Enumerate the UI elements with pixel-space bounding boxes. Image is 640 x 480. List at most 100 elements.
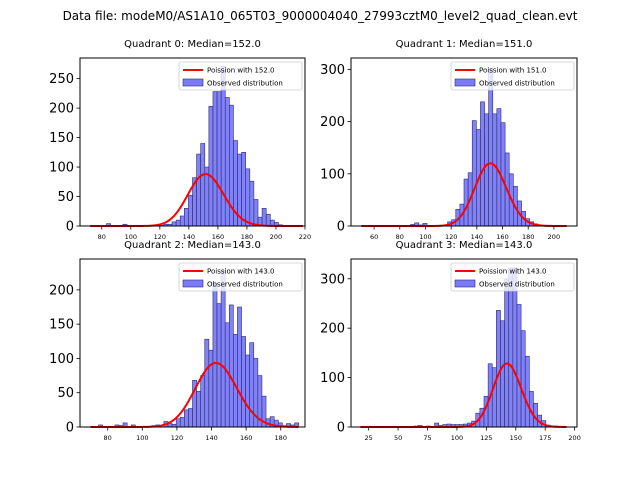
y-tick-label: 50 — [57, 386, 74, 401]
histogram-bar — [220, 270, 226, 428]
histogram-bar — [171, 221, 177, 227]
y-tick-label: 100 — [49, 161, 74, 176]
x-tick-label: 60 — [370, 233, 378, 241]
histogram-bar — [200, 143, 206, 227]
x-tick-label: 150 — [510, 434, 522, 442]
y-tick-label: 200 — [49, 283, 74, 298]
histogram-bar — [520, 330, 526, 428]
x-tick-label: 180 — [241, 233, 253, 241]
y-tick-label: 150 — [49, 318, 74, 333]
histogram-bar — [228, 304, 234, 428]
histogram-bar — [212, 282, 218, 428]
histogram-bar — [516, 304, 522, 428]
legend: Poission with 151.0 Observed distribution — [450, 61, 575, 91]
legend-label-observed: Observed distribution — [479, 80, 555, 88]
y-tick-label: 0 — [337, 421, 345, 436]
y-tick-label: 200 — [49, 102, 74, 117]
subplot-quadrant-1: 60 80 100 120 140 160 180 200 0 100 200 300 Poission… — [320, 57, 578, 241]
histogram-bar — [175, 219, 181, 227]
histogram-bar — [484, 113, 489, 227]
legend-label-poisson: Poission with 143.0 — [207, 268, 275, 276]
x-tick-label: 200 — [548, 233, 560, 241]
y-tick-label: 0 — [337, 220, 345, 235]
histogram-bar — [488, 68, 494, 227]
x-tick-label: 140 — [471, 233, 483, 241]
histogram-bar — [216, 91, 222, 227]
histogram-bar — [200, 375, 206, 428]
x-tick-label: 50 — [394, 434, 402, 442]
histogram-bar — [261, 208, 267, 227]
x-tick-label: 25 — [365, 434, 373, 442]
legend: Poission with 143.0 Observed distribution — [178, 262, 303, 292]
x-tick-label: 80 — [104, 434, 112, 442]
legend-patch-icon — [182, 279, 204, 288]
x-tick-label: 125 — [480, 434, 492, 442]
legend-label-poisson: Poission with 152.0 — [207, 67, 275, 75]
histogram-bar — [265, 213, 271, 227]
histogram-bar — [175, 418, 181, 428]
histogram-bar — [245, 168, 251, 227]
histogram-bar — [179, 215, 185, 227]
histogram-bar — [245, 354, 250, 428]
histogram-bar — [204, 166, 210, 227]
legend: Poission with 143.0 Observed distribution — [450, 262, 575, 292]
y-tick-label: 200 — [320, 322, 345, 337]
y-tick-label: 0 — [66, 421, 74, 436]
y-tick-label: 300 — [320, 63, 345, 78]
histogram-bar — [188, 195, 193, 227]
subplot-title-quadrant-2: Quadrant 2: Median=143.0 — [124, 240, 261, 251]
histogram-bar — [512, 267, 518, 428]
histogram-bar — [524, 356, 530, 428]
x-tick-label: 100 — [451, 434, 463, 442]
histogram-bar — [204, 338, 210, 428]
legend-patch-icon — [182, 78, 204, 87]
y-tick-label: 200 — [320, 115, 345, 130]
y-tick-label: 250 — [49, 72, 74, 87]
axes-frame — [350, 57, 578, 227]
legend-box — [178, 61, 303, 91]
y-tick-label: 0 — [66, 220, 74, 235]
histogram-bar — [179, 417, 185, 428]
x-tick-label: 100 — [125, 233, 137, 241]
legend-box — [178, 262, 303, 292]
axes-frame — [350, 258, 578, 428]
histogram-bar — [184, 208, 189, 227]
legend-label-poisson: Poission with 143.0 — [479, 268, 547, 276]
x-tick-label: 120 — [445, 233, 457, 241]
subplot-title-quadrant-0: Quadrant 0: Median=152.0 — [124, 39, 261, 50]
x-tick-label: 120 — [154, 233, 166, 241]
histogram-bar — [496, 108, 502, 227]
y-tick-label: 150 — [49, 131, 74, 146]
x-tick-label: 100 — [136, 434, 148, 442]
histogram-bar — [492, 113, 498, 227]
histogram-bar — [463, 178, 469, 227]
legend-label-observed: Observed distribution — [479, 281, 555, 289]
x-tick-label: 220 — [299, 233, 311, 241]
x-tick-label: 200 — [270, 233, 282, 241]
histogram-bar — [208, 106, 214, 227]
histogram-bar — [500, 122, 506, 227]
histogram-bar — [241, 336, 246, 428]
legend-patch-icon — [454, 78, 476, 87]
histogram-bar — [249, 180, 255, 227]
x-tick-label: 140 — [205, 434, 217, 442]
x-tick-label: 175 — [539, 434, 551, 442]
histogram-bar — [508, 267, 514, 428]
x-tick-label: 180 — [522, 233, 534, 241]
legend-patch-icon — [454, 279, 476, 288]
legend-label-poisson: Poission with 151.0 — [479, 67, 547, 75]
histogram-bar — [196, 391, 201, 428]
histogram-bar — [233, 334, 238, 428]
x-tick-label: 80 — [98, 233, 106, 241]
histogram-bar — [237, 306, 242, 428]
x-tick-label: 75 — [423, 434, 431, 442]
histogram-bar — [504, 278, 510, 428]
axes-frame — [79, 57, 306, 227]
y-tick-label: 100 — [320, 167, 345, 182]
histogram-bar — [241, 152, 247, 227]
histogram-bar — [471, 120, 477, 227]
x-tick-label: 100 — [419, 233, 431, 241]
legend-label-observed: Observed distribution — [207, 281, 283, 289]
histogram-bar — [480, 101, 485, 227]
subplot-quadrant-0: 80 100 120 140 160 180 200 220 0 50 100 150 200 250 Po… — [49, 57, 311, 241]
